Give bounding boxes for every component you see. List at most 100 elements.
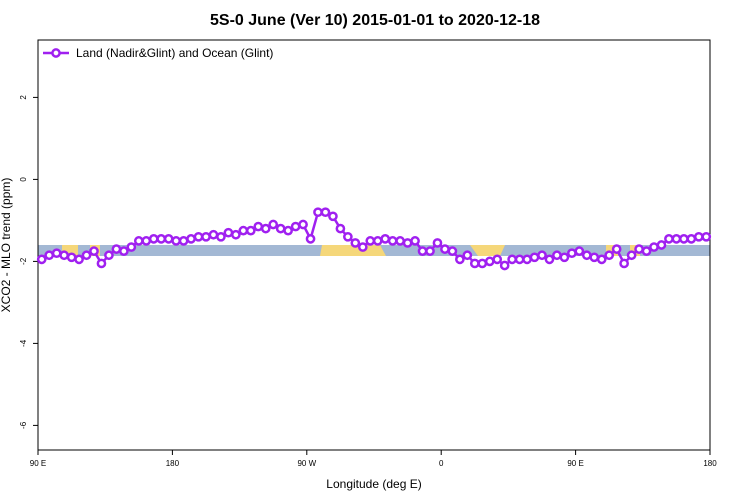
data-point (216, 231, 226, 242)
data-point (619, 258, 629, 269)
data-point (641, 246, 652, 256)
data-point (178, 236, 189, 246)
data-point (604, 250, 615, 261)
data-point (455, 254, 465, 265)
data-point (634, 244, 644, 254)
data-point (59, 250, 69, 261)
data-point (305, 234, 316, 244)
data-point (298, 219, 308, 230)
data-point (432, 238, 443, 248)
data-point (186, 234, 196, 244)
data-point (365, 236, 376, 246)
data-point (253, 221, 264, 232)
data-point (111, 244, 122, 254)
data-point (290, 221, 301, 232)
data-point (313, 207, 323, 218)
data-point (492, 254, 503, 265)
data-point (462, 250, 473, 261)
x-tick-label: 0 (439, 459, 444, 468)
data-point (208, 229, 219, 240)
data-point (611, 244, 622, 254)
plot-frame (37, 39, 711, 451)
data-point (193, 231, 204, 242)
y-tick-label: -6 (19, 421, 28, 429)
data-point (268, 219, 279, 230)
data-point (320, 207, 331, 218)
data-point (104, 250, 114, 261)
y-tick-label: -4 (19, 339, 28, 347)
data-point (656, 240, 667, 250)
data-point (567, 248, 577, 259)
chart-title: 5S-0 June (Ver 10) 2015-01-01 to 2020-12… (210, 12, 540, 29)
data-point (372, 236, 383, 246)
data-point (693, 231, 704, 242)
y-tick-label: -2 (19, 257, 28, 265)
data-point (701, 231, 712, 242)
data-point (514, 254, 525, 265)
data-point (36, 254, 47, 265)
data-point (148, 234, 159, 244)
data-point (447, 246, 458, 256)
data-point (537, 250, 547, 261)
legend-marker (51, 48, 61, 58)
data-point (44, 250, 55, 261)
data-point (387, 236, 398, 246)
data-point (343, 231, 353, 242)
data-point (238, 225, 249, 236)
x-axis-label: Longitude (deg E) (326, 477, 421, 491)
data-point (559, 252, 570, 263)
data-point (133, 236, 144, 246)
data-point (664, 234, 674, 244)
data-point (171, 236, 181, 246)
data-point (417, 246, 428, 256)
x-tick-label: 180 (703, 459, 717, 468)
x-tick-label: 90 W (297, 459, 316, 468)
data-point (671, 234, 682, 244)
data-point (141, 236, 152, 246)
data-point (589, 252, 600, 263)
x-tick-label: 90 E (567, 459, 583, 468)
x-tick-label: 90 E (30, 459, 46, 468)
data-point (440, 244, 450, 254)
data-point (126, 242, 137, 252)
x-tick-label: 180 (166, 459, 180, 468)
y-axis-label: XCO2 - MLO trend (ppm) (0, 178, 13, 313)
data-point (484, 256, 495, 267)
data-point (357, 242, 368, 252)
data-point (544, 254, 555, 265)
data-point (201, 231, 211, 242)
data-point (477, 258, 488, 269)
data-point (499, 260, 510, 271)
data-point (395, 236, 405, 246)
data-point (581, 250, 592, 261)
data-point (245, 225, 256, 236)
data-point (596, 254, 607, 265)
data-point (74, 254, 84, 265)
data-point (522, 254, 532, 265)
data-point (574, 246, 585, 256)
data-point (529, 252, 540, 263)
legend-label: Land (Nadir&Glint) and Ocean (Glint) (76, 46, 273, 60)
data-point (96, 258, 107, 269)
data-point (410, 236, 420, 246)
data-point (66, 252, 77, 263)
data-point (649, 242, 659, 252)
data-point (260, 223, 271, 234)
data-point (626, 250, 637, 261)
data-point (275, 223, 286, 234)
data-point (163, 234, 174, 244)
data-point (89, 246, 99, 256)
data-point (156, 234, 167, 244)
data-point (402, 238, 413, 248)
y-tick-label: 2 (19, 95, 28, 100)
data-point (119, 246, 129, 256)
data-point (380, 234, 391, 244)
data-point (679, 234, 689, 244)
y-tick-label: 0 (19, 177, 28, 182)
data-point (231, 229, 241, 240)
data-point (425, 246, 435, 256)
data-point (507, 254, 517, 265)
data-point (350, 238, 361, 248)
data-point (223, 227, 234, 238)
